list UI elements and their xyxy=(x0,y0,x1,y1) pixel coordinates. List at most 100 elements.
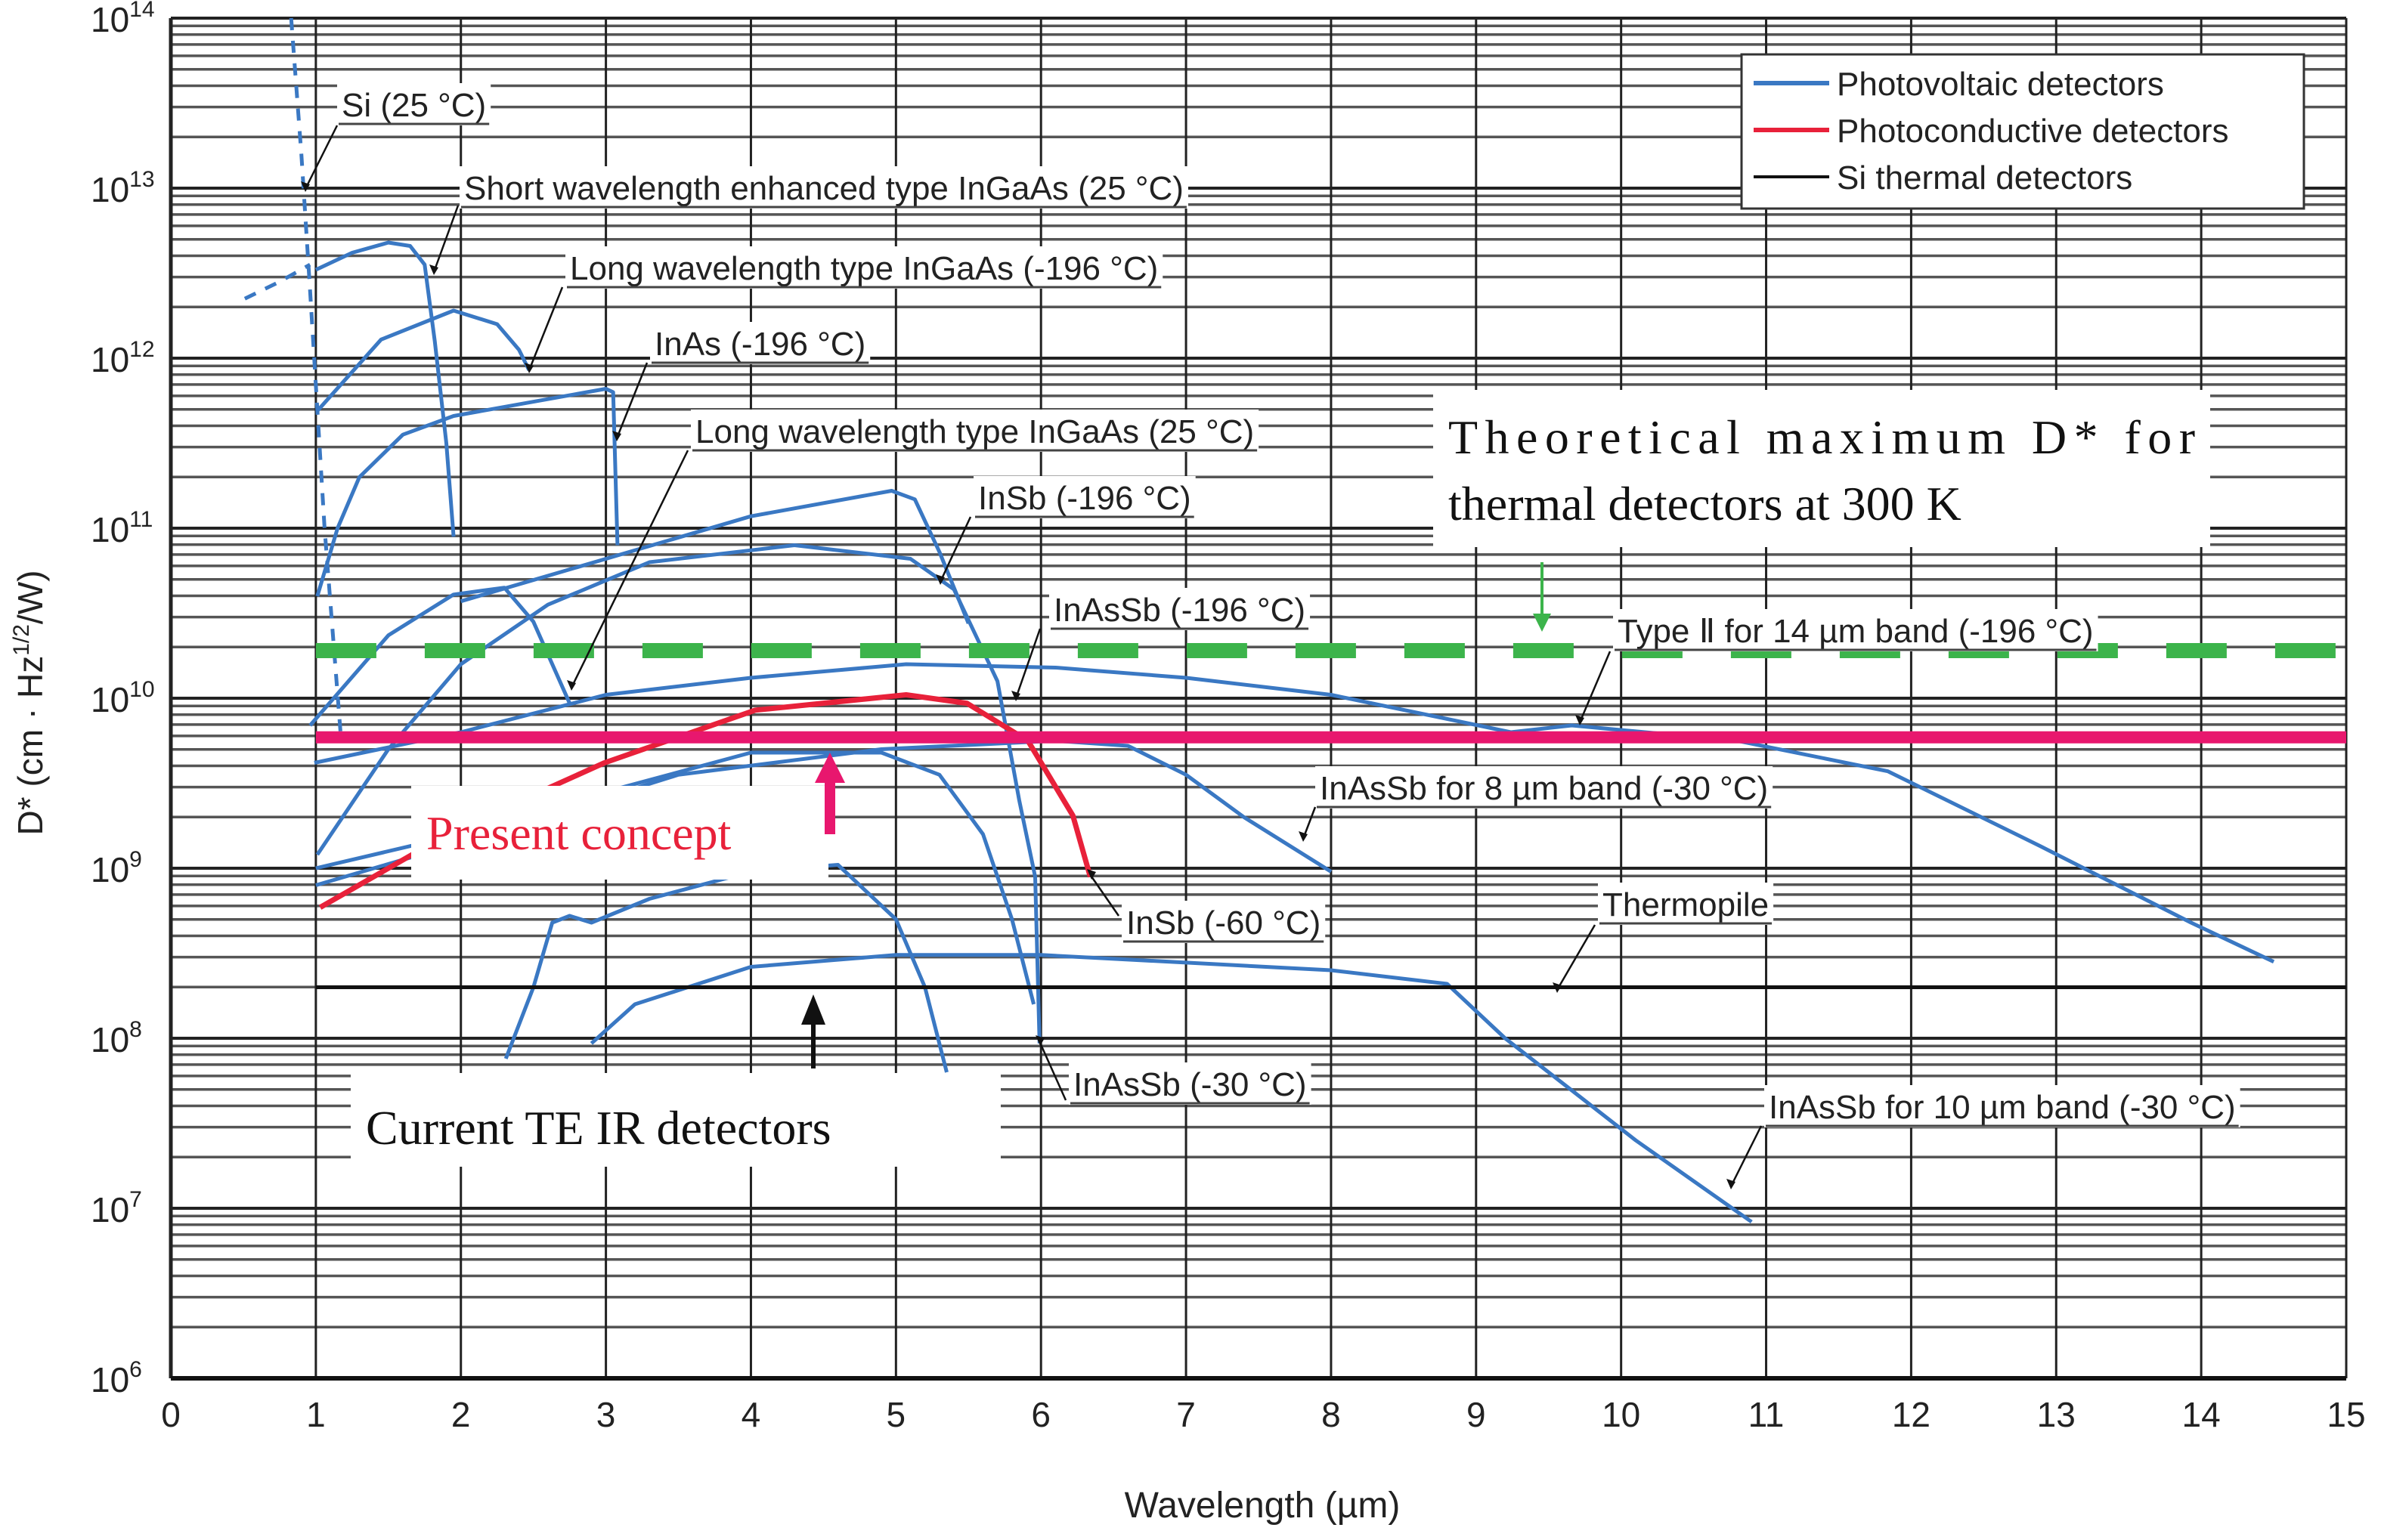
photovoltaic-curve xyxy=(315,308,531,413)
annotation-background xyxy=(1764,1085,2240,1127)
current-te-callout: Current TE IR detectors xyxy=(351,1073,1001,1167)
y-tick-base: 10 xyxy=(91,0,129,39)
x-tick-label: 14 xyxy=(2182,1395,2221,1434)
annotation-label: InAsSb (-196 °C) xyxy=(1054,592,1305,629)
annotation-leader xyxy=(1578,651,1612,723)
y-tick-base: 10 xyxy=(91,680,129,719)
annotation-background xyxy=(974,476,1196,518)
x-tick-label: 10 xyxy=(1602,1395,1640,1434)
x-tick-label: 2 xyxy=(451,1395,471,1434)
tick-labels: 0 1 2 3 4 5 6 7 8 9 10 11 12 13 14 15101410131012101110… xyxy=(91,0,2366,1434)
photovoltaic-curve xyxy=(314,662,2275,964)
theoretical-line1: Theoretical maximum D* for xyxy=(1448,410,2195,464)
x-tick-label: 1 xyxy=(306,1395,326,1434)
annotation-leader xyxy=(528,286,564,371)
annotation-leader xyxy=(1090,876,1120,917)
annotation-leader-arrowhead xyxy=(525,363,534,373)
y-tick-exp: 10 xyxy=(129,677,154,702)
y-tick-label: 107 xyxy=(91,1187,142,1229)
x-tick-label: 12 xyxy=(1892,1395,1930,1434)
annotation: Si (25 °C) xyxy=(301,83,491,192)
annotation-leader xyxy=(570,450,689,688)
annotation-label: Type Ⅱ for 14 µm band (-196 °C) xyxy=(1618,613,2094,650)
annotation: Thermopile xyxy=(1553,883,1774,993)
y-tick-exp: 12 xyxy=(129,337,154,362)
legend-label-photovoltaic: Photovoltaic detectors xyxy=(1837,66,2164,103)
y-axis-label-sup: 1/2 xyxy=(9,624,34,656)
annotation-background xyxy=(1315,766,1773,809)
x-tick-label: 8 xyxy=(1321,1395,1341,1434)
x-tick-label: 4 xyxy=(742,1395,761,1434)
y-tick-exp: 9 xyxy=(129,847,142,872)
annotation-label: Thermopile xyxy=(1602,886,1769,923)
annotation-background xyxy=(337,83,491,125)
photovoltaic-curve xyxy=(503,863,949,1073)
annotation: InSb (-60 °C) xyxy=(1087,869,1326,943)
annotation-leader-arrowhead xyxy=(567,680,576,691)
annotation-label: InSb (-60 °C) xyxy=(1126,905,1321,942)
annotation-leader xyxy=(1039,1042,1067,1101)
legend-label-thermal: Si thermal detectors xyxy=(1837,159,2132,196)
y-tick-exp: 14 xyxy=(129,0,154,22)
annotation-label: Short wavelength enhanced type InGaAs (2… xyxy=(464,170,1184,207)
annotation: InAs (-196 °C) xyxy=(612,322,871,441)
y-tick-label: 108 xyxy=(91,1017,142,1059)
annotation-background xyxy=(460,166,1188,209)
annotation-label: Long wavelength type InGaAs (25 °C) xyxy=(695,413,1254,450)
y-tick-base: 10 xyxy=(91,510,129,549)
si-dashed-curve xyxy=(289,17,342,733)
annotation-background xyxy=(1049,588,1311,630)
annotation-label: InSb (-196 °C) xyxy=(978,480,1191,517)
annotation: Short wavelength enhanced type InGaAs (2… xyxy=(429,166,1188,275)
y-tick-base: 10 xyxy=(91,1360,129,1399)
annotation: InAsSb for 8 µm band (-30 °C) xyxy=(1299,766,1773,842)
annotation-leader-arrowhead xyxy=(1726,1179,1735,1189)
grid xyxy=(169,17,2348,1381)
y-tick-base: 10 xyxy=(91,170,129,209)
y-tick-label: 1012 xyxy=(91,337,155,379)
y-tick-exp: 13 xyxy=(129,167,154,192)
y-tick-exp: 7 xyxy=(129,1187,142,1212)
theoretical-line2: thermal detectors at 300 K xyxy=(1448,477,1961,530)
annotation: InAsSb for 10 µm band (-30 °C) xyxy=(1726,1085,2240,1189)
photovoltaic-curve xyxy=(460,489,971,624)
annotation-label: Si (25 °C) xyxy=(342,87,486,124)
annotation-leader xyxy=(615,362,649,439)
annotation-leader-arrowhead xyxy=(612,431,621,441)
photovoltaic-curve xyxy=(314,240,456,537)
annotation: Long wavelength type InGaAs (-196 °C) xyxy=(525,246,1163,373)
annotation-label: InAsSb for 8 µm band (-30 °C) xyxy=(1320,770,1768,807)
y-tick-base: 10 xyxy=(91,1190,129,1229)
photovoltaic-curve xyxy=(315,387,620,597)
annotation-label: Long wavelength type InGaAs (-196 °C) xyxy=(570,250,1158,287)
y-axis-label-post: /W) xyxy=(11,571,50,625)
y-tick-exp: 6 xyxy=(129,1357,142,1382)
annotation: InAsSb (-196 °C) xyxy=(1011,588,1311,701)
x-tick-label: 9 xyxy=(1466,1395,1486,1434)
annotation-background xyxy=(1069,1062,1311,1105)
annotation-background xyxy=(565,246,1163,289)
y-tick-base: 10 xyxy=(91,850,129,889)
annotation: InAsSb (-30 °C) xyxy=(1036,1035,1311,1105)
photovoltaic-curve xyxy=(315,543,1042,1044)
current-te-label: Current TE IR detectors xyxy=(366,1101,831,1155)
x-tick-label: 11 xyxy=(1748,1395,1785,1434)
present-concept-label: Present concept xyxy=(426,806,732,860)
annotation: InSb (-196 °C) xyxy=(936,476,1196,585)
y-tick-label: 109 xyxy=(91,847,142,889)
annotation-leader xyxy=(1556,924,1596,991)
y-tick-exp: 8 xyxy=(129,1017,142,1042)
annotation-background xyxy=(1613,609,2098,651)
x-tick-label: 0 xyxy=(161,1395,181,1434)
y-tick-label: 1011 xyxy=(91,507,153,549)
annotation-label: InAsSb for 10 µm band (-30 °C) xyxy=(1769,1089,2236,1126)
annotation-leader-arrowhead xyxy=(429,264,438,275)
y-tick-label: 1013 xyxy=(91,167,155,209)
x-tick-label: 15 xyxy=(2327,1395,2365,1434)
annotation-leader xyxy=(304,125,339,190)
x-tick-label: 13 xyxy=(2037,1395,2076,1434)
annotation-leader-arrowhead xyxy=(1087,869,1096,880)
y-tick-label: 1014 xyxy=(91,0,155,39)
y-tick-base: 10 xyxy=(91,340,129,379)
theoretical-arrow xyxy=(1533,562,1551,632)
